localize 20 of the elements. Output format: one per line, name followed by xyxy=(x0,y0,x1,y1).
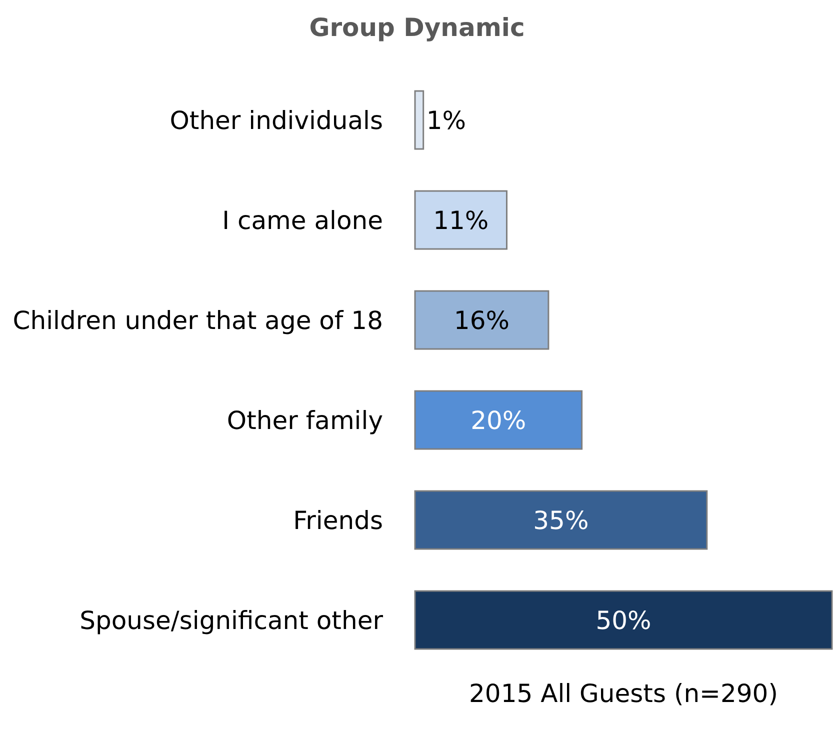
y-tick-label: Other individuals xyxy=(170,106,383,135)
data-label: 16% xyxy=(454,306,510,335)
data-label: 1% xyxy=(426,106,466,135)
bar xyxy=(414,590,833,650)
bar xyxy=(414,390,583,450)
bar xyxy=(414,290,550,350)
y-tick-label: Children under that age of 18 xyxy=(12,306,383,335)
data-label: 35% xyxy=(533,506,589,535)
data-label: 20% xyxy=(470,406,526,435)
bar xyxy=(414,90,424,150)
data-label: 11% xyxy=(433,206,489,235)
data-label: 50% xyxy=(596,606,652,635)
y-tick-label: Other family xyxy=(226,406,384,435)
y-tick-label: Spouse/significant other xyxy=(80,606,384,635)
y-tick-label: I came alone xyxy=(222,206,383,235)
y-tick-label: Friends xyxy=(293,506,383,535)
bar xyxy=(414,190,508,250)
bar xyxy=(414,490,708,550)
x-axis-title: 2015 All Guests (n=290) xyxy=(469,679,778,708)
chart-title: Group Dynamic xyxy=(309,13,525,42)
